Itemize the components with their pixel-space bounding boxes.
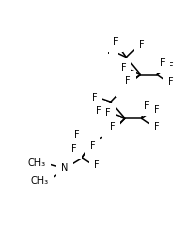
Text: F: F bbox=[94, 160, 99, 170]
Text: F: F bbox=[139, 40, 144, 50]
Text: F: F bbox=[168, 77, 174, 87]
Text: CH₃: CH₃ bbox=[28, 158, 46, 168]
Text: F: F bbox=[92, 93, 98, 103]
Text: CH₃: CH₃ bbox=[31, 176, 49, 186]
Text: F: F bbox=[144, 101, 150, 111]
Text: F: F bbox=[108, 46, 113, 56]
Text: N: N bbox=[61, 164, 68, 173]
Text: F: F bbox=[160, 58, 165, 68]
Text: F: F bbox=[113, 37, 118, 47]
Text: F: F bbox=[168, 62, 174, 72]
Text: F: F bbox=[105, 108, 111, 118]
Text: F: F bbox=[74, 130, 80, 139]
Text: O: O bbox=[121, 83, 129, 93]
Text: F: F bbox=[96, 106, 102, 116]
Text: F: F bbox=[71, 144, 77, 154]
Text: F: F bbox=[121, 63, 126, 73]
Text: O: O bbox=[107, 128, 115, 138]
Text: F: F bbox=[90, 141, 95, 151]
Text: F: F bbox=[154, 122, 160, 132]
Text: F: F bbox=[125, 76, 131, 86]
Text: F: F bbox=[154, 105, 160, 115]
Text: F: F bbox=[110, 122, 115, 132]
